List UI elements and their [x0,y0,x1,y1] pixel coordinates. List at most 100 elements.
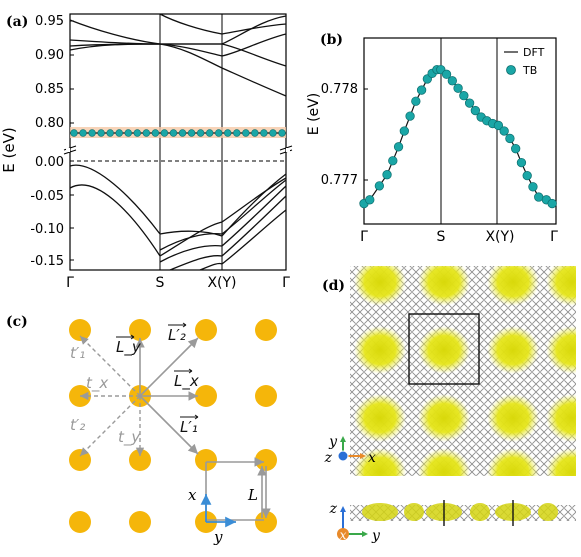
lower-band-4 [159,185,287,263]
lattice-site [255,511,277,533]
a-xtick-XY: X(Y) [207,275,236,291]
density-blob [546,394,576,442]
vec-L1 [139,395,199,455]
panel-a-label: (a) [6,14,28,30]
panel-a-ylabel: E (eV) [0,127,18,172]
lower-band-6 [199,209,287,271]
tb-marker [470,105,481,116]
lattice-site [195,385,217,407]
label-L2: L′₂ [168,326,186,344]
tb-marker [106,129,114,137]
tb-marker [382,170,392,180]
density-blob [546,326,576,374]
tb-marker [447,76,457,86]
panel-c: (c) t′₁ t_x t′₂ [6,314,277,546]
lower-band-1 [69,177,287,257]
tb-marker [399,126,409,136]
legend-tb-label: TB [522,64,537,77]
label-ty: t_y [118,428,141,447]
panel-a-frame [69,13,287,271]
tb-marker [459,91,469,101]
density-side-blob [362,503,398,521]
axis-y-label: y [213,528,223,546]
tb-marker [169,129,178,137]
a-ytick-095: 0.95 [35,14,64,29]
density-blob [487,448,539,476]
tb-marker [205,129,214,137]
hop-t1 [79,335,141,397]
tb-marker [88,129,96,137]
label-tx: t_x [86,374,108,393]
d-bot-y-label: y [371,528,381,544]
panel-c-label: (c) [6,314,28,330]
axis-break-gap-left [66,148,70,152]
lattice-sites [69,319,277,533]
axis-break-gap-right [286,148,290,152]
density-blob [418,394,470,442]
density-blob [354,266,406,306]
panel-d-label: (d) [322,278,345,294]
tb-marker [224,129,232,137]
upper-band-3 [69,19,287,67]
tb-marker [160,129,169,137]
tb-marker [269,129,277,137]
upper-band-2 [69,33,287,57]
panel-a: (a) E (eV) 0.95 0.90 0.85 0.80 0.00 -0.0… [0,13,293,291]
density-side-blob [404,503,424,521]
a-xtick-gamma-1: Γ [66,275,74,291]
label-L: L [247,486,258,504]
tb-marker [522,170,532,181]
b-xtick-gamma-1: Γ [360,229,368,245]
label-Ly: L_y [116,338,142,357]
panel-b-ytick-marks [364,88,368,181]
density-blob [354,326,406,374]
a-ytick-m015: -0.15 [30,254,64,269]
d-top-y-label: y [328,434,338,450]
panel-c-axes [200,494,236,528]
a-ytick-000: 0.00 [35,155,64,170]
label-t1: t′₁ [70,344,85,362]
tb-marker [493,120,504,131]
density-blob [354,448,406,476]
unit-cell-box [408,313,480,385]
label-Lx: L_x [174,372,199,391]
density-blob [418,326,470,374]
panel-d-axes-top: y z x [324,434,376,466]
tb-marker [464,98,475,108]
density-side-blob [538,503,558,521]
tb-marker [196,129,205,137]
d-top-z-label: z [324,450,333,466]
upper-band-5 [159,13,287,35]
panel-a-tb-markers [70,129,286,137]
lower-band-2 [69,164,287,237]
tb-marker [511,144,521,154]
tb-marker [251,129,259,137]
a-xtick-S: S [156,275,165,291]
vector-overarrows [116,322,199,420]
legend-dft-label: DFT [523,46,545,59]
panel-b: (b) E (eV) 0.778 0.777 Γ S X(Y) Γ DFT TB [306,32,558,245]
lower-band-5 [169,195,287,271]
d-bot-z-label: z [329,501,338,517]
tb-marker [528,182,538,192]
tb-marker [547,198,557,209]
b-xtick-gamma-2: Γ [550,229,558,245]
d-top-x-label: x [368,450,376,466]
a-ytick-085: 0.85 [35,82,64,97]
tb-marker [411,96,421,106]
tb-marker [187,129,196,137]
tb-marker [516,157,527,168]
axis-x-label: x [188,486,197,504]
tb-marker [534,192,544,202]
lattice-site [69,511,91,533]
tb-marker [441,69,452,79]
panel-d-axes-bottom: z x y [329,501,381,544]
label-t2: t′₂ [70,416,85,434]
density-blob [487,266,539,306]
a-ytick-090: 0.90 [35,48,64,63]
tb-marker [151,129,160,137]
density-blob [354,394,406,442]
a-ytick-m010: -0.10 [30,222,64,237]
lattice-site [195,319,217,341]
